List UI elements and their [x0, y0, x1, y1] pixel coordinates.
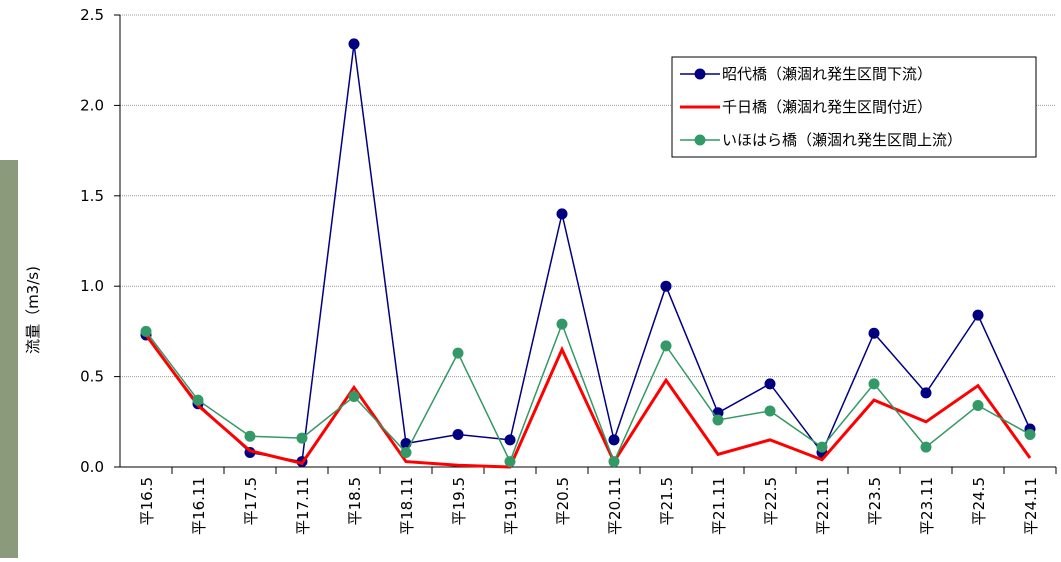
x-tick-label: 平16.11: [190, 477, 208, 535]
point: [453, 429, 464, 440]
x-tick-label: 平24.11: [1022, 477, 1040, 535]
x-tick-label: 平18.11: [398, 477, 416, 535]
point: [141, 326, 152, 337]
y-tick-label: 1.5: [80, 187, 104, 205]
x-tick-label: 平20.5: [554, 477, 572, 525]
y-axis-label: 流量（m3/s): [24, 266, 42, 354]
y-tick-label: 2.5: [80, 6, 104, 24]
x-tick-label: 平16.5: [138, 477, 156, 525]
x-tick-label: 平17.11: [294, 477, 312, 535]
point: [1025, 429, 1036, 440]
point: [765, 378, 776, 389]
y-tick-label: 0.0: [80, 458, 104, 476]
point: [661, 281, 672, 292]
x-tick-label: 平22.11: [814, 477, 832, 535]
y-tick-label: 2.0: [80, 96, 104, 114]
y-tick-label: 0.5: [80, 368, 104, 386]
point: [609, 456, 620, 467]
x-tick-label: 平19.11: [502, 477, 520, 535]
x-tick-label: 平21.11: [710, 477, 728, 535]
point: [765, 405, 776, 416]
point: [609, 434, 620, 445]
point: [505, 434, 516, 445]
point: [869, 328, 880, 339]
x-tick-label: 平24.5: [970, 477, 988, 525]
x-tick-label: 平17.5: [242, 477, 260, 525]
legend-marker: [695, 69, 706, 80]
point: [557, 208, 568, 219]
point: [349, 38, 360, 49]
x-tick-label: 平22.5: [762, 477, 780, 525]
photo-strip: [0, 160, 18, 558]
point: [973, 310, 984, 321]
point: [921, 387, 932, 398]
point: [401, 447, 412, 458]
series-line: [146, 335, 1030, 467]
point: [193, 395, 204, 406]
x-tick-label: 平18.5: [346, 477, 364, 525]
point: [557, 319, 568, 330]
x-tick-label: 平19.5: [450, 477, 468, 525]
legend-label: 千日橋（瀬涸れ発生区間付近）: [722, 98, 932, 116]
point: [713, 414, 724, 425]
x-tick-label: 平21.5: [658, 477, 676, 525]
y-tick-label: 1.0: [80, 277, 104, 295]
point: [921, 442, 932, 453]
point: [245, 431, 256, 442]
point: [349, 391, 360, 402]
chart: 流量（m3/s) 0.0 0.5 1.0 1.5 2.0 2.5 平16.5 平16.11 平1…: [0, 0, 1061, 558]
point: [297, 433, 308, 444]
point: [661, 340, 672, 351]
point: [817, 442, 828, 453]
x-tick-label: 平20.11: [606, 477, 624, 535]
point: [869, 378, 880, 389]
legend-marker: [695, 135, 706, 146]
point: [453, 348, 464, 359]
point: [973, 400, 984, 411]
series-line: [146, 324, 1030, 461]
x-tick-label: 平23.5: [866, 477, 884, 525]
legend-label: 昭代橋（瀬涸れ発生区間下流）: [722, 65, 932, 83]
legend-label: いほはら橋（瀬涸れ発生区間上流）: [722, 131, 962, 149]
x-tick-label: 平23.11: [918, 477, 936, 535]
point: [505, 456, 516, 467]
